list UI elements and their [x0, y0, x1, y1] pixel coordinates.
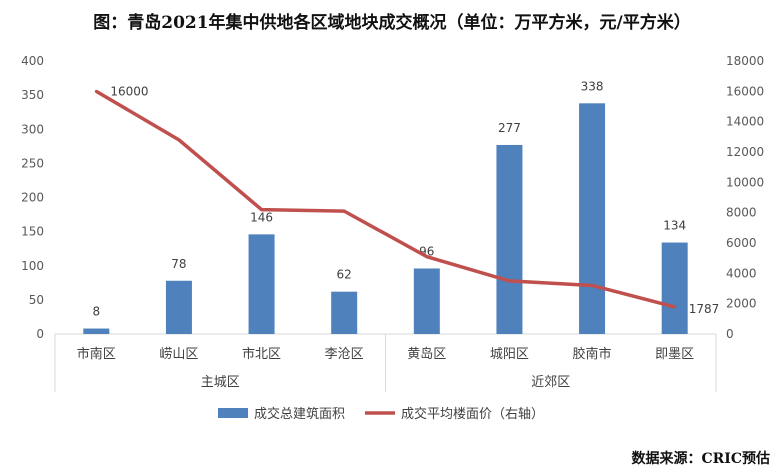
line-data-label: 1787: [689, 302, 720, 316]
bar-data-label: 8: [92, 305, 100, 319]
line-point: [177, 138, 181, 142]
line-point: [425, 255, 429, 259]
category-label: 市南区: [77, 346, 116, 362]
y-left-tick-label: 250: [21, 156, 44, 170]
bar-data-label: 277: [498, 121, 521, 135]
bar-data-label: 146: [250, 210, 273, 224]
bar: [661, 242, 688, 334]
data-source: 数据来源：CRIC预估: [631, 451, 770, 467]
category-label: 城阳区: [490, 347, 529, 362]
category-label: 胶南市: [573, 346, 612, 362]
category-label: 黄岛区: [407, 346, 446, 362]
legend-bar-swatch: [218, 408, 248, 418]
chart-title: 图：青岛2021年集中供地各区域地块成交概况（单位：万平方米，元/平方米）: [93, 13, 691, 33]
y-left-tick-label: 300: [21, 122, 44, 136]
category-label: 市北区: [242, 346, 281, 362]
bar: [165, 280, 192, 334]
bar-data-label: 62: [337, 268, 352, 282]
category-label: 崂山区: [159, 347, 198, 362]
bar: [83, 328, 110, 334]
line-point: [260, 208, 264, 212]
y-right-tick-label: 6000: [726, 236, 757, 250]
group-label: 主城区: [201, 375, 240, 390]
category-label: 即墨区: [655, 347, 694, 362]
y-right-tick-label: 16000: [726, 84, 764, 98]
y-right-tick-label: 12000: [726, 145, 764, 159]
bar: [248, 234, 275, 334]
legend-bar-label: 成交总建筑面积: [254, 406, 345, 422]
y-left-tick-label: 200: [21, 191, 44, 205]
bar: [496, 144, 523, 334]
bar-data-label: 134: [663, 219, 686, 233]
y-right-tick-label: 8000: [726, 206, 757, 220]
bar: [579, 103, 606, 334]
line-point: [94, 89, 98, 93]
y-right-tick-label: 2000: [726, 297, 757, 311]
line-series: [95, 89, 676, 309]
y-right-tick-label: 10000: [726, 175, 764, 189]
category-label: 李沧区: [325, 346, 364, 362]
y-left-tick-label: 0: [36, 327, 44, 341]
y-right-tick-label: 4000: [726, 266, 757, 280]
line-point: [590, 283, 594, 287]
line-data-label: 16000: [110, 84, 148, 98]
y-right-tick-label: 18000: [726, 54, 764, 68]
y-left-tick-label: 50: [29, 293, 44, 307]
group-label: 近郊区: [531, 374, 570, 390]
bar-data-label: 338: [581, 79, 604, 93]
y-left-tick-label: 150: [21, 225, 44, 239]
bar-data-label: 78: [171, 257, 186, 271]
y-left-tick-label: 350: [21, 88, 44, 102]
legend-line-label: 成交平均楼面价（右轴）: [401, 406, 544, 422]
y-right-tick-label: 14000: [726, 115, 764, 129]
line-point: [342, 209, 346, 213]
y-left-tick-label: 400: [21, 54, 44, 68]
y-left-tick-label: 100: [21, 259, 44, 273]
line-point: [673, 305, 677, 309]
y-right-tick-label: 0: [726, 327, 734, 341]
bar: [331, 291, 358, 334]
line-point: [507, 279, 511, 283]
bar: [413, 268, 440, 334]
